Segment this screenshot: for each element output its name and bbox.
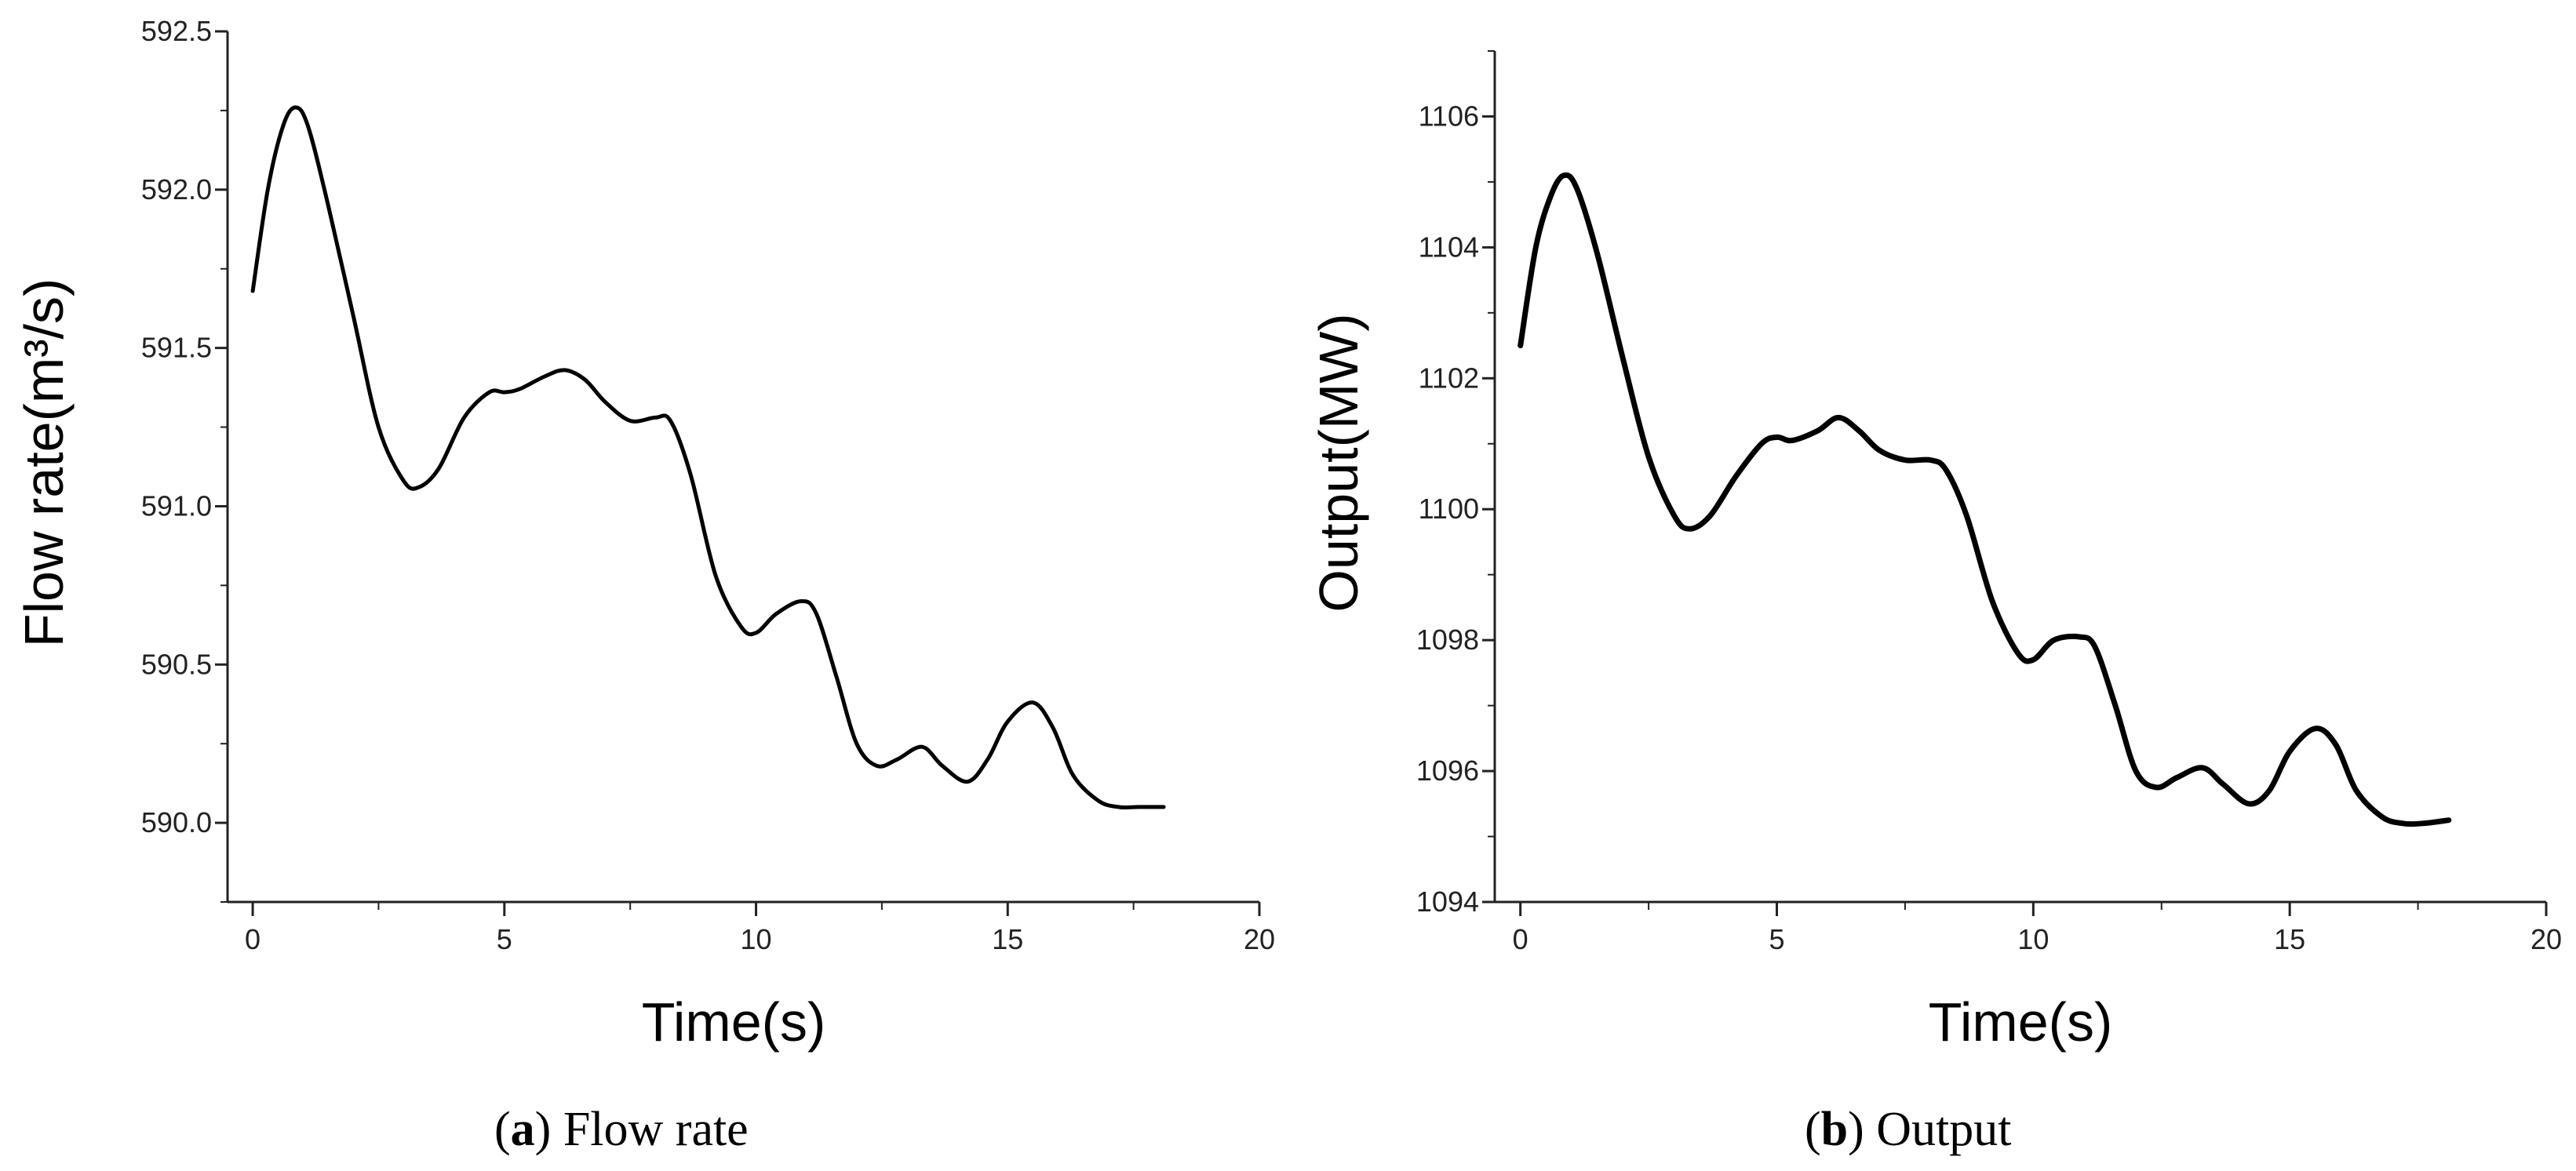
flow-rate-caption: (a) Flow rate xyxy=(494,1103,749,1156)
flow-rate-caption-letter: a xyxy=(511,1103,535,1156)
output-y-tick-label: 1094 xyxy=(1416,886,1479,918)
output-x-tick-label: 10 xyxy=(2017,923,2049,955)
flow-rate-x-tick-label: 5 xyxy=(497,923,512,955)
flow-rate-y-tick-label: 591.0 xyxy=(141,489,212,522)
output-y-tick-label: 1106 xyxy=(1419,100,1479,132)
flow-rate-caption-text: Flow rate xyxy=(563,1103,749,1156)
flow-rate-x-axis-title: Time(s) xyxy=(642,991,826,1053)
flow-rate-y-tick-label: 592.0 xyxy=(141,173,212,205)
output-y-tick-label: 1096 xyxy=(1416,755,1479,787)
flow-rate-y-tick-label: 591.5 xyxy=(141,332,212,364)
flow-rate-x-tick-label: 20 xyxy=(1244,923,1275,955)
flow-rate-chart: Flow rate(m³/s) Time(s) (a) Flow rate 0 5… xyxy=(13,15,1275,1156)
flow-rate-x-tick-label: 10 xyxy=(741,923,772,955)
output-y-tick-label: 1100 xyxy=(1419,493,1479,525)
output-caption-text: Output xyxy=(1876,1103,2011,1156)
output-y-tick-label: 1102 xyxy=(1419,362,1479,394)
output-chart: Output(MW) Time(s) (b) Output 0 5 10 15 20 10… xyxy=(1308,50,2562,1156)
flow-rate-y-tick-label: 590.5 xyxy=(141,648,212,680)
output-x-tick-label: 15 xyxy=(2274,923,2305,955)
output-y-tick-label: 1104 xyxy=(1419,231,1479,263)
flow-rate-y-axis-title: Flow rate(m³/s) xyxy=(13,278,75,648)
flow-rate-y-tick-label: 590.0 xyxy=(141,806,212,838)
output-series-line xyxy=(1518,172,2452,827)
output-x-tick-label: 20 xyxy=(2530,923,2562,955)
output-x-axis-title: Time(s) xyxy=(1929,991,2113,1053)
output-y-axis-title: Output(MW) xyxy=(1308,313,1369,612)
output-caption-letter: b xyxy=(1821,1103,1848,1156)
flow-rate-y-tick-label: 592.5 xyxy=(141,15,212,47)
flow-rate-x-tick-label: 0 xyxy=(245,923,261,955)
output-x-tick-label: 5 xyxy=(1769,923,1784,955)
flow-rate-x-tick-label: 15 xyxy=(992,923,1023,955)
output-x-tick-label: 0 xyxy=(1513,923,1528,955)
output-caption: (b) Output xyxy=(1805,1103,2012,1156)
output-y-tick-label: 1098 xyxy=(1416,624,1479,656)
flow-rate-series-line xyxy=(250,105,1166,810)
